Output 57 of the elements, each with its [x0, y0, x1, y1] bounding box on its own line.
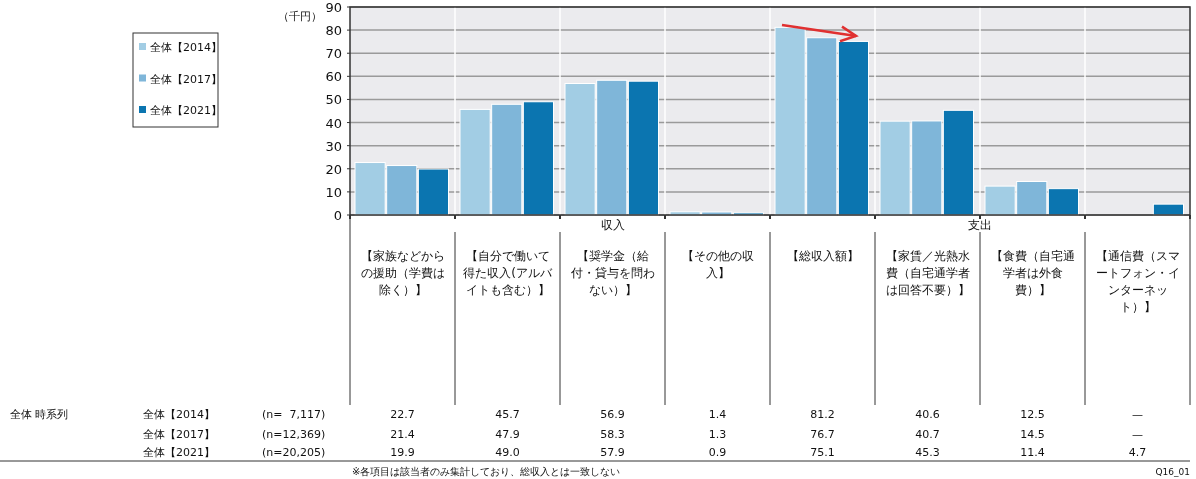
data-label: 47.9: [495, 428, 520, 441]
text: Q16_01: [1155, 467, 1190, 477]
text: ※各項目は該当者のみ集計しており、総収入とは一致しない: [352, 466, 621, 477]
text: 全体【2021】: [143, 446, 215, 459]
data-label: 49.0: [495, 446, 520, 459]
data-label: 14.5: [1020, 428, 1045, 441]
data-label: 45.3: [915, 446, 940, 459]
data-label: 1.3: [708, 428, 727, 441]
data-label: 21.4: [390, 428, 415, 441]
x-tick-label: 【その他の収入】: [680, 248, 755, 282]
data-label: 56.9: [600, 408, 625, 421]
x-tick-label: 【自分で働いて得た収入(アルバイトも含む）】: [462, 248, 553, 299]
y-tick-label: 0: [333, 208, 342, 223]
y-tick-label: 70: [325, 46, 342, 62]
data-label: 4.7: [1128, 446, 1147, 459]
text: 全体【2014】: [143, 408, 215, 421]
text: —: [1132, 428, 1143, 441]
data-label: 40.7: [915, 428, 940, 441]
x-tick-label: 【奨学金（給付・貸与を問わない）】: [569, 248, 656, 299]
data-label: 11.4: [1020, 446, 1045, 459]
text: (n=12,369): [262, 428, 326, 441]
y-tick-label: 80: [325, 23, 342, 39]
text: (n=20,205): [262, 446, 326, 459]
y-tick-label: 50: [325, 92, 342, 108]
data-label: 76.7: [810, 428, 835, 441]
text: 収入: [600, 218, 625, 232]
x-tick-label: 【食費（自宅通学者は外食費）】: [989, 248, 1076, 299]
data-label: 75.1: [810, 446, 835, 459]
data-label: 45.7: [495, 408, 520, 421]
text: 支出: [968, 218, 992, 232]
data-label: 58.3: [600, 428, 625, 441]
y-tick-label: 10: [325, 184, 342, 200]
text: —: [1132, 408, 1143, 421]
data-label: 0.9: [708, 446, 727, 459]
legend-label: 全体【2017】: [150, 72, 222, 86]
data-label: 12.5: [1020, 408, 1045, 421]
text: (n= 7,117): [262, 408, 326, 421]
data-label: 81.2: [810, 408, 835, 421]
y-tick-label: 20: [325, 161, 342, 177]
text: 全体【2017】: [143, 428, 215, 441]
data-label: 22.7: [390, 408, 415, 421]
legend-label: 全体【2021】: [150, 104, 222, 117]
y-tick-label: 90: [325, 0, 342, 15]
data-label: 40.6: [915, 408, 940, 421]
data-label: 1.4: [708, 408, 727, 421]
x-tick-label: 【家族などからの援助（学費は除く）】: [359, 248, 446, 299]
y-tick-label: 60: [325, 69, 342, 85]
legend-label: 全体【2014】: [150, 41, 222, 54]
y-axis-title: （千円）: [278, 10, 322, 23]
x-tick-label: 【総収入額】: [785, 248, 860, 265]
data-label: 57.9: [600, 446, 625, 459]
y-tick-label: 30: [325, 138, 342, 154]
data-label: 19.9: [390, 446, 415, 459]
text: 全体 時系列: [10, 408, 69, 421]
x-tick-label: 【家賃／光熱水費（自宅通学者は回答不要）】: [884, 248, 971, 299]
y-tick-label: 40: [325, 115, 342, 131]
x-tick-label: 【通信費（スマートフォン・インターネット）】: [1094, 248, 1181, 316]
